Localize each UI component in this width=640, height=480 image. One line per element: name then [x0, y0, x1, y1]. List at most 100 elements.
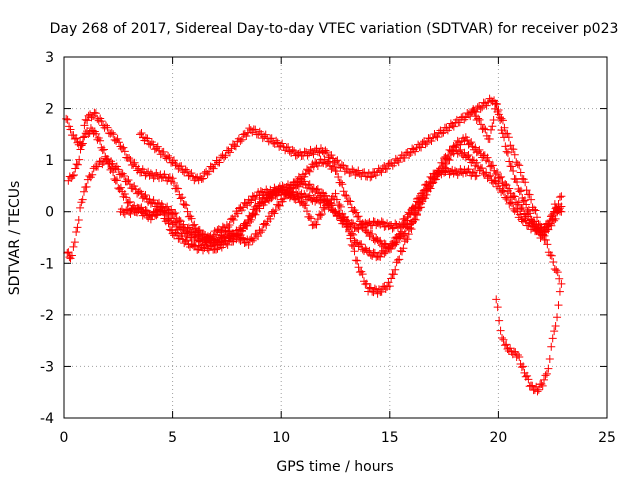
track-2-point — [446, 146, 455, 155]
track-1-point — [377, 217, 386, 226]
track-4-point — [312, 220, 321, 229]
track-2-point — [510, 192, 519, 201]
spikes-point — [183, 167, 192, 176]
spikes-point — [169, 156, 178, 165]
spikes-point — [525, 190, 534, 199]
track-3-point — [125, 180, 134, 189]
track-2-point — [296, 174, 305, 183]
spikes-point — [236, 137, 245, 146]
track-3-point — [94, 162, 103, 171]
track-2-point — [501, 180, 510, 189]
track-4-point — [346, 234, 355, 243]
spikes-point — [515, 161, 524, 170]
track-4-point — [393, 255, 402, 264]
spikes-point — [219, 153, 228, 162]
spikes-point — [242, 132, 251, 141]
spikes-point — [552, 266, 561, 275]
track-5-point — [533, 387, 542, 396]
spikes-point — [187, 169, 196, 178]
track-2-point — [497, 172, 506, 181]
x-tick-labels: 0 5 10 15 20 25 — [60, 430, 616, 446]
track-5-point — [519, 362, 528, 371]
x-tick-label: 10 — [272, 430, 290, 446]
track-5-point — [547, 342, 556, 351]
track-5-point — [499, 335, 508, 344]
track-3-point — [388, 241, 397, 250]
track-2-point — [467, 138, 476, 147]
track-3-point — [163, 202, 172, 211]
track-4-point — [305, 212, 314, 221]
track-2-point — [69, 171, 78, 180]
spikes-point — [366, 173, 375, 182]
track-4-point — [385, 282, 394, 291]
track-2-point — [491, 169, 500, 178]
spikes-point — [437, 129, 446, 138]
track-4-point — [399, 244, 408, 253]
track-3-point — [380, 249, 389, 258]
track-5-point — [498, 333, 507, 342]
track-1-point — [354, 225, 363, 234]
track-3-point — [423, 181, 432, 190]
track-2-point — [256, 228, 265, 237]
spikes-point — [337, 161, 346, 170]
spikes-point — [153, 142, 162, 151]
track-2-point — [362, 227, 371, 236]
track-2-point — [182, 201, 191, 210]
track-2-point — [120, 147, 129, 156]
track-4-point — [307, 214, 316, 223]
track-3-point — [78, 195, 87, 204]
spikes-point — [181, 165, 190, 174]
track-5-point — [502, 340, 511, 349]
track-2-point — [266, 214, 275, 223]
spikes-point — [231, 142, 240, 151]
track-3-point — [450, 166, 459, 175]
track-4-point — [403, 235, 412, 244]
track-3-point — [311, 197, 320, 206]
y-tick-label: 3 — [45, 50, 54, 66]
track-6-point — [516, 186, 525, 195]
spikes-point — [449, 122, 458, 131]
track-4-point — [335, 201, 344, 210]
spikes-point — [171, 159, 180, 168]
track-2-point — [341, 190, 350, 199]
spikes-point — [541, 236, 550, 245]
track-2-point — [180, 200, 189, 209]
track-2-point — [190, 220, 199, 229]
track-4-point — [141, 205, 150, 214]
track-6-point — [530, 217, 539, 226]
track-4-point — [193, 245, 202, 254]
track-4-point — [343, 222, 352, 231]
track-1-point — [484, 172, 493, 181]
track-1-point — [557, 192, 566, 201]
spikes-point — [309, 150, 318, 159]
spikes-point — [439, 128, 448, 137]
spikes-point — [367, 172, 376, 181]
track-6-point — [488, 122, 497, 131]
track-4-point — [404, 230, 413, 239]
track-2-point — [514, 198, 523, 207]
track-4-point — [316, 211, 325, 220]
track-6-point — [548, 210, 557, 219]
spikes-point — [537, 223, 546, 232]
spikes-point — [516, 168, 525, 177]
y-tick-labels: -4 -3 -2 -1 0 1 2 3 — [40, 50, 54, 427]
track-3-point — [114, 165, 123, 174]
track-2-point — [339, 187, 348, 196]
track-3-point — [245, 217, 254, 226]
spikes-point — [506, 141, 515, 150]
track-2-point — [73, 160, 82, 169]
track-1-point — [66, 125, 75, 134]
track-5-point — [510, 347, 519, 356]
data-points — [62, 94, 566, 396]
track-6-point — [501, 142, 510, 151]
track-3-point — [74, 216, 83, 225]
spikes-point — [498, 116, 507, 125]
track-2-point — [345, 196, 354, 205]
track-2-point — [169, 179, 178, 188]
x-tick-label: 25 — [598, 430, 616, 446]
track-3-point — [427, 173, 436, 182]
track-2-point — [368, 229, 377, 238]
track-2-point — [518, 203, 527, 212]
track-3-point — [206, 234, 215, 243]
track-3-point — [141, 190, 150, 199]
